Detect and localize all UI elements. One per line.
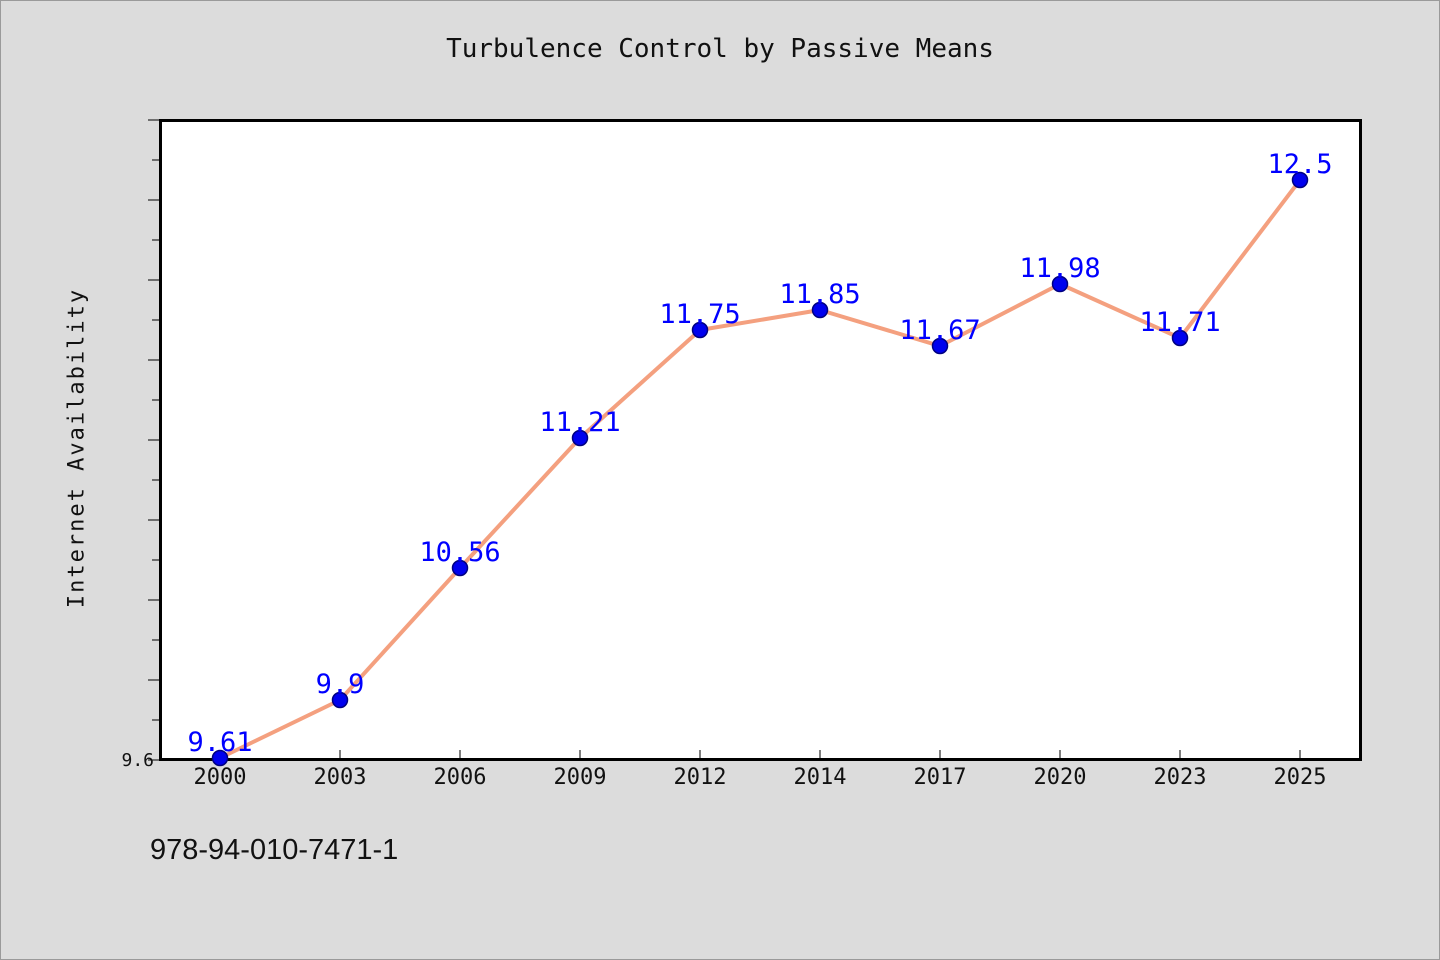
x-tick-label: 2012: [674, 765, 727, 790]
data-label: 11.75: [659, 299, 740, 330]
x-tick-label: 2020: [1034, 765, 1087, 790]
data-point: [691, 321, 709, 339]
data-markers: [211, 171, 1309, 767]
x-tick-label: 2000: [194, 765, 247, 790]
data-label: 12.5: [1267, 149, 1332, 180]
y-axis-ticks: 9.6: [121, 119, 160, 771]
data-point: [811, 301, 829, 319]
data-point: [331, 691, 349, 709]
data-point: [931, 337, 949, 355]
data-label: 11.71: [1139, 307, 1220, 338]
data-label: 10.56: [419, 537, 500, 568]
plot-area: [159, 119, 1362, 761]
footnote-isbn: 978-94-010-7471-1: [150, 834, 399, 866]
data-label: 11.85: [779, 279, 860, 310]
x-tick-label: 2009: [554, 765, 607, 790]
y-axis-label: Internet Availability: [64, 287, 90, 609]
data-label: 9.61: [187, 727, 252, 758]
series-line-group: [218, 178, 1302, 760]
data-point: [1051, 275, 1069, 293]
data-label: 11.67: [899, 315, 980, 346]
x-tick-label: 2003: [314, 765, 367, 790]
chart-title: Turbulence Control by Passive Means: [446, 34, 994, 64]
x-tick-label: 2014: [794, 765, 847, 790]
data-point: [1291, 171, 1309, 189]
data-label: 11.21: [539, 407, 620, 438]
y-tick-label: 9.6: [121, 750, 154, 771]
x-tick-label: 2017: [914, 765, 967, 790]
x-axis-ticks: 2000 2003 2006 2009 2012 2014 2017 2020 2023 2025: [194, 750, 1327, 790]
data-labels: 9.61 9.9 10.56 11.21 11.75 11.85 11.67 11.98 11.…: [187, 149, 1332, 758]
data-point: [571, 429, 589, 447]
x-tick-label: 2023: [1154, 765, 1207, 790]
series-line: [218, 178, 1302, 760]
data-label: 11.98: [1019, 253, 1100, 284]
data-label: 9.9: [316, 669, 365, 700]
x-tick-label: 2006: [434, 765, 487, 790]
data-point: [211, 749, 229, 767]
x-tick-label: 2025: [1274, 765, 1327, 790]
data-point: [451, 559, 469, 577]
data-point: [1171, 329, 1189, 347]
